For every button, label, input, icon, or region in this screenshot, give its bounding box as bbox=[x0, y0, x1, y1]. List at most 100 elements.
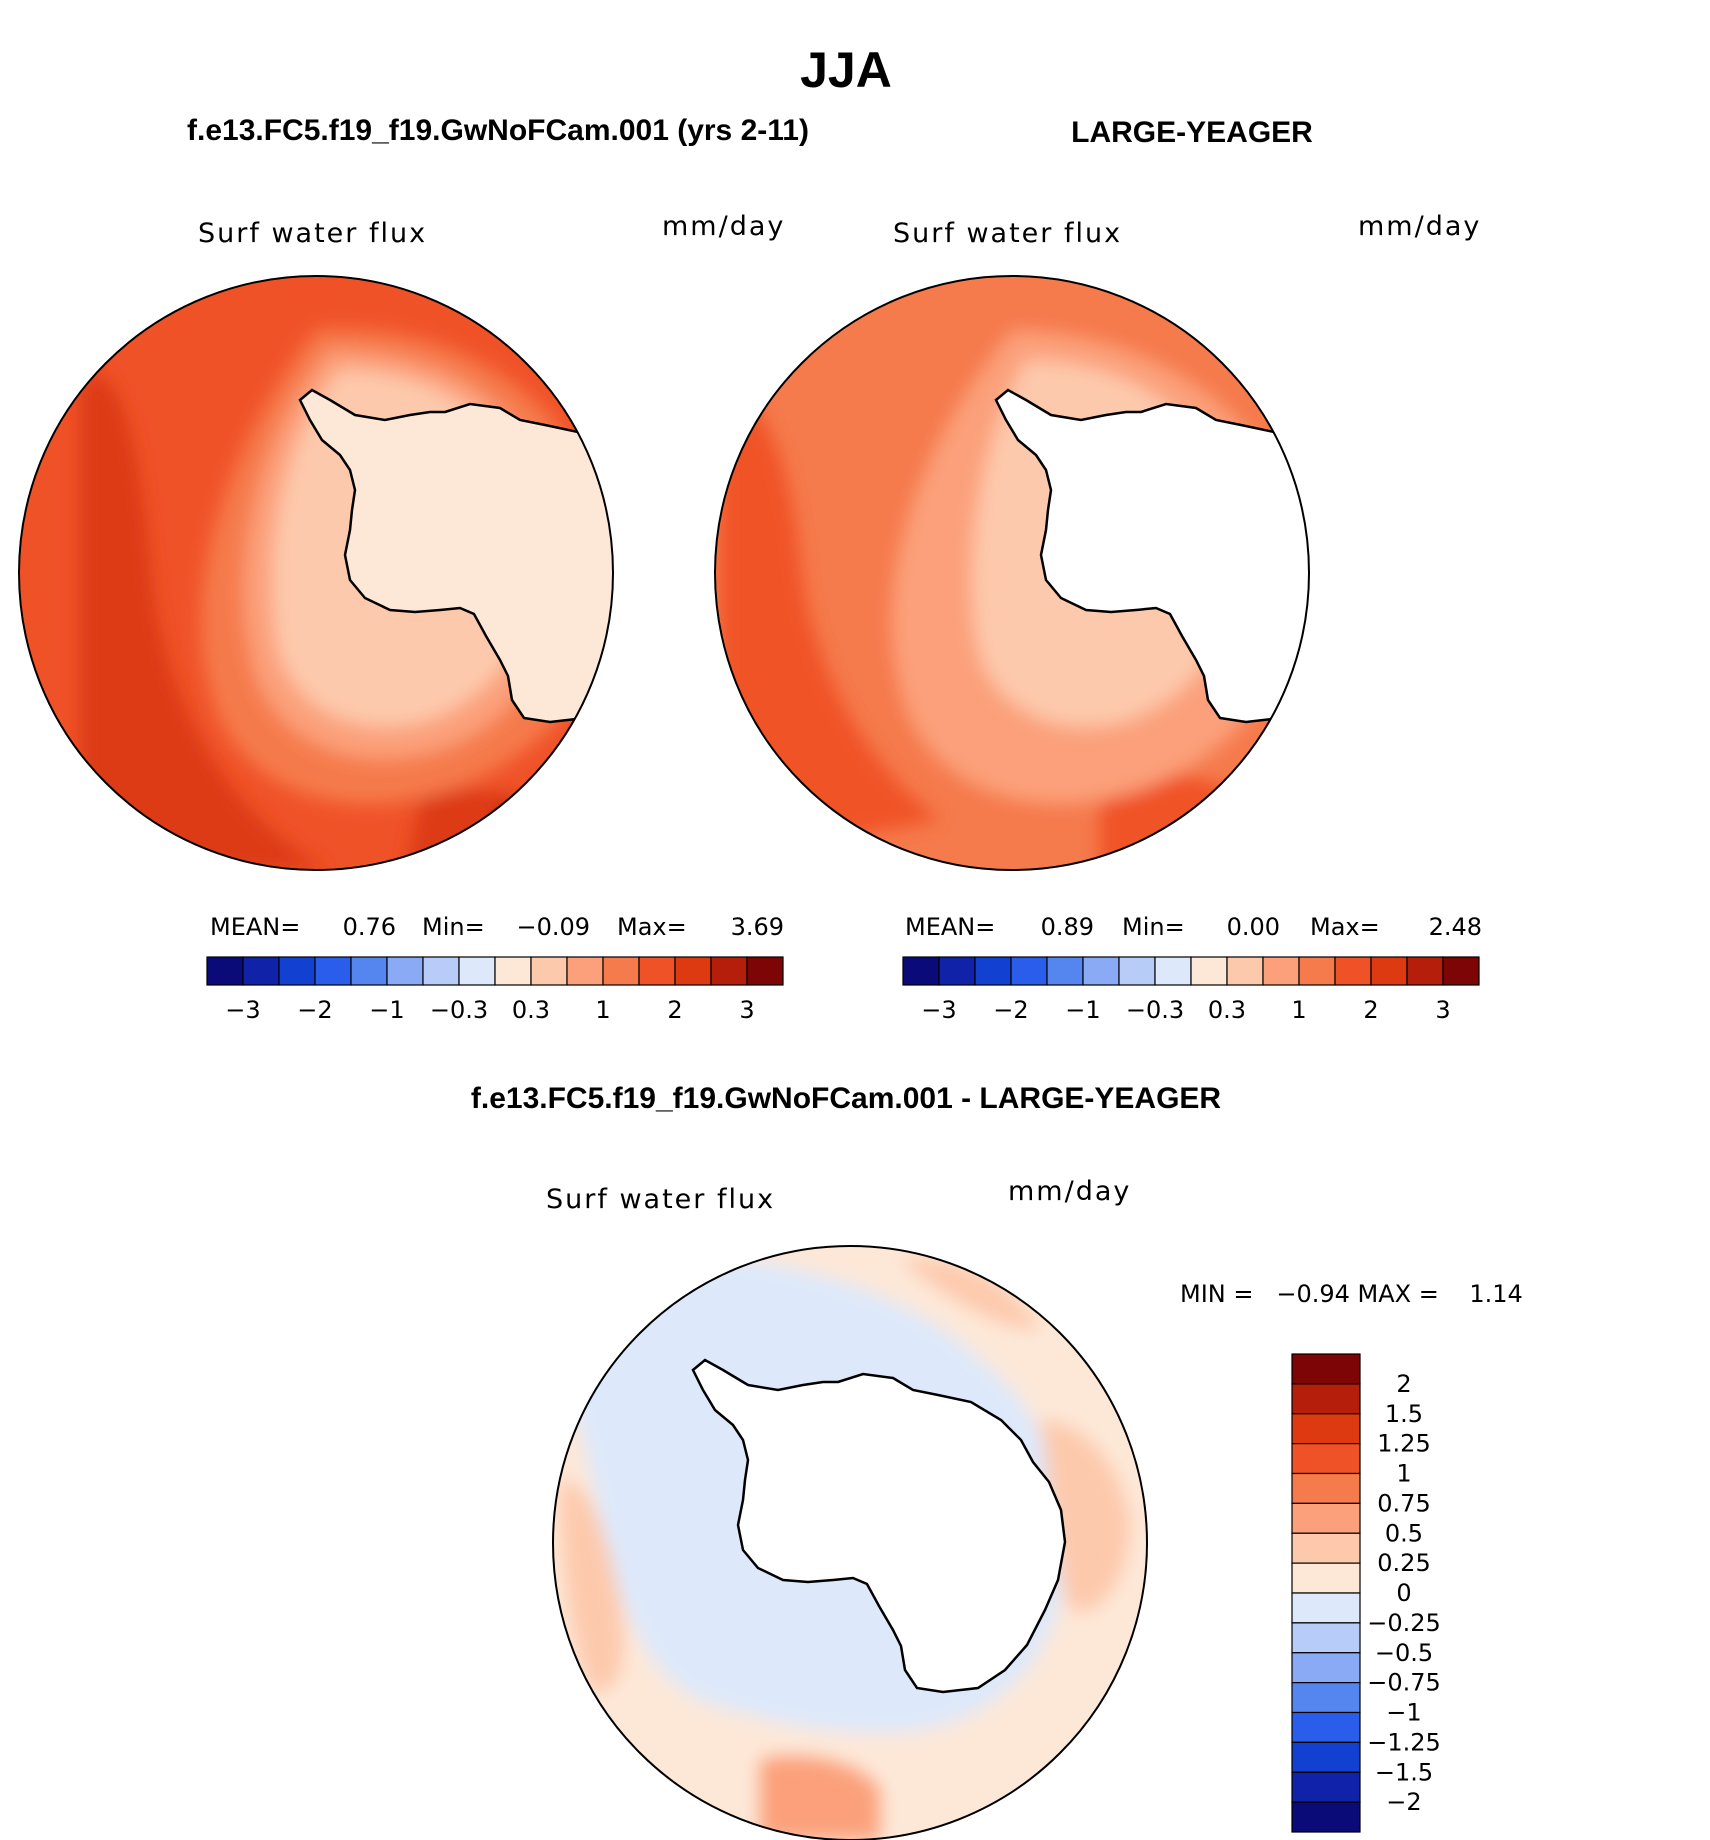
positive-patch bbox=[900, 1258, 1040, 1330]
max-label: Max= bbox=[617, 913, 687, 941]
colorbar-box bbox=[1291, 1801, 1361, 1833]
colorbar-box bbox=[710, 956, 748, 986]
colorbar-box bbox=[1118, 956, 1156, 986]
colorbar-box bbox=[494, 956, 532, 986]
colorbar-box bbox=[1291, 1472, 1361, 1504]
colorbar-box bbox=[1298, 956, 1336, 986]
mean-label: MEAN= bbox=[905, 913, 995, 941]
colorbar-tick-label: −3 bbox=[225, 996, 260, 1024]
colorbar-box bbox=[674, 956, 712, 986]
colorbar-box bbox=[1010, 956, 1048, 986]
colorbar-box bbox=[1154, 956, 1192, 986]
colorbar-tick-label: 2 bbox=[1396, 1370, 1411, 1398]
colorbar-tick-label: 1.25 bbox=[1377, 1430, 1430, 1458]
colorbar-box bbox=[1291, 1443, 1361, 1475]
panel-header-diff: f.e13.FC5.f19_f19.GwNoFCam.001 - LARGE-Y… bbox=[471, 1082, 1222, 1115]
colorbar-box bbox=[1291, 1622, 1361, 1654]
colorbar-tick-label: 0.5 bbox=[1385, 1519, 1423, 1547]
colorbar-tick-label: −0.75 bbox=[1367, 1669, 1441, 1697]
antarctica-coastline bbox=[298, 388, 613, 724]
panel-variable-obs: Surf water flux bbox=[893, 218, 1122, 249]
colorbar-box bbox=[1334, 956, 1372, 986]
map-boundary bbox=[714, 275, 1310, 871]
storm-track-band bbox=[80, 374, 330, 870]
colorbar-tick-label: −1 bbox=[369, 996, 404, 1024]
colorbar-box bbox=[566, 956, 604, 986]
min-value: −0.09 bbox=[516, 913, 590, 941]
colorbar-box bbox=[1370, 956, 1408, 986]
colorbar-box bbox=[1291, 1562, 1361, 1594]
mean-value: 0.89 bbox=[1041, 913, 1094, 941]
antarctica-fill bbox=[300, 390, 613, 722]
colorbar-tick-label: −0.5 bbox=[1375, 1639, 1433, 1667]
colorbar-box bbox=[530, 956, 568, 986]
panel-variable-diff: Surf water flux bbox=[546, 1184, 775, 1215]
colorbar-tick-label: 0.25 bbox=[1377, 1549, 1430, 1577]
colorbar-tick-label: −1.25 bbox=[1367, 1728, 1441, 1756]
colorbar-box bbox=[1082, 956, 1120, 986]
positive-patch bbox=[760, 1756, 880, 1840]
colorbar-box bbox=[746, 956, 784, 986]
storm-track-band bbox=[400, 790, 580, 870]
colorbar-tick-label: −3 bbox=[921, 996, 956, 1024]
colorbar-box bbox=[350, 956, 388, 986]
max-value: 2.48 bbox=[1429, 913, 1482, 941]
max-label: Max= bbox=[1310, 913, 1380, 941]
positive-patch bbox=[560, 1480, 624, 1692]
colorbar-box bbox=[638, 956, 676, 986]
colorbar-tick-label: 1.5 bbox=[1385, 1400, 1423, 1428]
panel-units-obs: mm/day bbox=[1358, 211, 1481, 242]
min-label: Min= bbox=[422, 913, 485, 941]
colorbar-box bbox=[902, 956, 940, 986]
storm-track-band bbox=[540, 298, 613, 360]
positive-patch bbox=[1040, 1420, 1130, 1612]
colorbar-box bbox=[1291, 1652, 1361, 1684]
colorbar-box bbox=[206, 956, 244, 986]
antarctica-coastline bbox=[994, 388, 1309, 724]
map-panel-obs bbox=[714, 275, 1310, 871]
mean-label: MEAN= bbox=[210, 913, 300, 941]
colorbar-box bbox=[386, 956, 424, 986]
colorbar-box bbox=[1291, 1711, 1361, 1743]
colorbar-tick-label: 1 bbox=[595, 996, 610, 1024]
colorbar-box bbox=[1291, 1741, 1361, 1773]
colorbar-tick-label: 1 bbox=[1396, 1460, 1411, 1488]
colorbar-tick-label: 3 bbox=[739, 996, 754, 1024]
colorbar-box bbox=[278, 956, 316, 986]
colorbar-diff: 21.51.2510.750.50.250−0.25−0.5−0.75−1−1.… bbox=[1291, 1353, 1441, 1833]
colorbar-model: −3 −2 −1 −0.3 0.3 1 2 3 bbox=[206, 956, 784, 1024]
panel-header-model: f.e13.FC5.f19_f19.GwNoFCam.001 (yrs 2-11… bbox=[187, 114, 809, 147]
colorbar-box bbox=[1190, 956, 1228, 986]
colorbar-tick-label: 0.3 bbox=[512, 996, 550, 1024]
storm-track-band bbox=[1240, 300, 1300, 400]
antarctica-fill bbox=[996, 390, 1309, 722]
colorbar-tick-label: 1 bbox=[1291, 996, 1306, 1024]
pacific-max bbox=[500, 807, 570, 870]
antarctica-coastline bbox=[691, 1358, 1067, 1694]
map-boundary bbox=[18, 275, 614, 871]
colorbar-box bbox=[1291, 1532, 1361, 1564]
colorbar-box bbox=[1406, 956, 1444, 986]
colorbar-tick-label: −0.3 bbox=[430, 996, 488, 1024]
map-panel-diff bbox=[552, 1245, 1148, 1840]
min-label: Min= bbox=[1122, 913, 1185, 941]
colorbar-box bbox=[458, 956, 496, 986]
antarctica-fill bbox=[693, 1360, 1065, 1692]
colorbar-tick-label: −1 bbox=[1065, 996, 1100, 1024]
colorbar-box bbox=[1262, 956, 1300, 986]
colorbar-tick-label: 0 bbox=[1396, 1579, 1411, 1607]
colorbar-obs: −3 −2 −1 −0.3 0.3 1 2 3 bbox=[902, 956, 1480, 1024]
colorbar-tick-label: −2 bbox=[297, 996, 332, 1024]
colorbar-box bbox=[974, 956, 1012, 986]
panel-units-diff: mm/day bbox=[1008, 1176, 1131, 1207]
colorbar-tick-label: −1.5 bbox=[1375, 1758, 1433, 1786]
colorbar-tick-label: −2 bbox=[1386, 1788, 1421, 1816]
colorbar-box bbox=[314, 956, 352, 986]
diff-stats: MIN = −0.94 MAX = 1.14 bbox=[1180, 1280, 1523, 1308]
map-panel-model bbox=[18, 275, 614, 871]
mean-value: 0.76 bbox=[343, 913, 396, 941]
colorbar-tick-label: 3 bbox=[1435, 996, 1450, 1024]
stats-row-model: MEAN= 0.76 Min= −0.09 Max= 3.69 bbox=[210, 913, 784, 941]
colorbar-tick-label: 0.3 bbox=[1208, 996, 1246, 1024]
